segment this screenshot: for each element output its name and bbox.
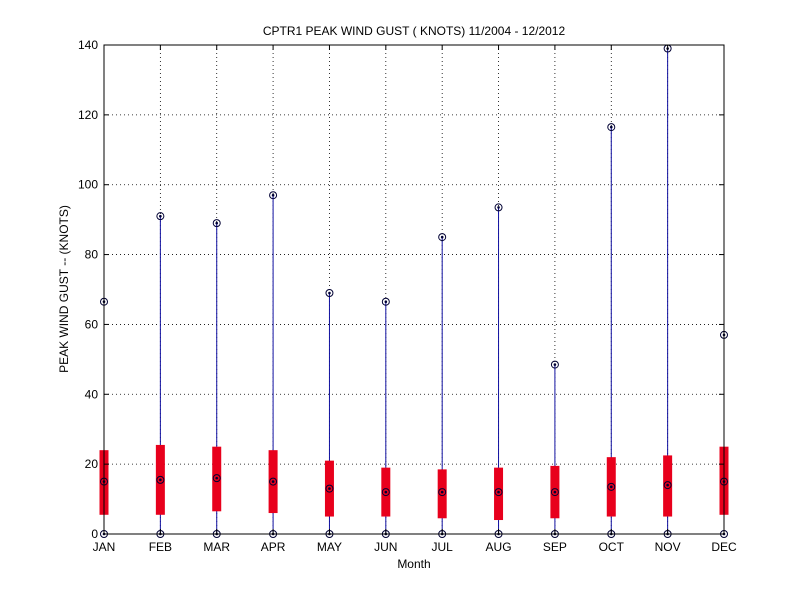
max-marker-dot <box>497 206 500 209</box>
max-marker <box>381 297 390 306</box>
x-tick-label: JUL <box>432 540 454 554</box>
y-tick-label: 80 <box>85 248 99 262</box>
box-may <box>324 288 334 538</box>
median-marker <box>494 488 503 497</box>
max-marker-dot <box>271 193 275 197</box>
x-tick-label: OCT <box>599 540 625 554</box>
chart-title: CPTR1 PEAK WIND GUST ( KNOTS) 11/2004 - … <box>263 24 566 38</box>
max-marker <box>550 360 559 369</box>
median-marker-dot <box>497 490 500 494</box>
max-marker <box>438 233 447 242</box>
x-tick-label: NOV <box>655 540 681 554</box>
max-marker <box>156 212 165 221</box>
x-tick-label: SEP <box>543 540 567 554</box>
median-marker-dot <box>666 483 669 487</box>
box-nov <box>663 44 673 538</box>
y-tick-label: 60 <box>85 317 99 331</box>
median-marker <box>269 477 278 486</box>
x-tick-label: FEB <box>149 540 172 554</box>
median-marker-dot <box>271 480 275 483</box>
box <box>437 469 447 519</box>
box-jun <box>381 297 391 538</box>
max-marker-dot <box>553 363 557 366</box>
max-marker-dot <box>440 235 444 239</box>
median-marker <box>381 488 390 497</box>
box-jul <box>437 233 447 538</box>
median-marker <box>156 475 165 484</box>
y-tick-label: 120 <box>78 108 98 122</box>
median-marker-dot <box>384 490 388 494</box>
y-axis-label: PEAK WIND GUST -- (KNOTS) <box>57 205 71 373</box>
median-marker <box>438 488 447 497</box>
max-marker <box>325 288 334 297</box>
x-tick-label: AUG <box>486 540 512 554</box>
y-tick-label: 100 <box>78 178 98 192</box>
median-marker-dot <box>215 476 219 480</box>
x-tick-label: JUN <box>374 540 397 554</box>
box-apr <box>268 191 278 538</box>
y-tick-label: 40 <box>85 387 99 401</box>
median-marker-dot <box>440 490 444 494</box>
x-axis-label: Month <box>397 557 430 571</box>
max-marker-dot <box>159 214 162 218</box>
max-marker <box>212 219 221 228</box>
x-axis: JAN FEB MAR APR MAY JUN JUL AUG SEP OCT NOV DEC <box>93 45 737 554</box>
box-aug <box>494 203 504 538</box>
median-marker <box>550 488 559 497</box>
max-marker-dot <box>384 300 388 304</box>
x-tick-label: DEC <box>711 540 737 554</box>
median-marker-dot <box>553 490 557 494</box>
median-marker-dot <box>609 485 613 489</box>
plot-area <box>99 44 729 538</box>
median-marker-dot <box>328 487 331 490</box>
y-tick-label: 140 <box>78 38 98 52</box>
median-marker-dot <box>159 478 162 482</box>
max-marker-dot <box>609 125 613 129</box>
y-tick-label: 0 <box>91 527 98 541</box>
max-marker <box>269 191 278 200</box>
median-marker <box>325 484 334 493</box>
median-marker <box>663 481 672 490</box>
y-tick-label: 20 <box>85 457 99 471</box>
box-sep <box>550 360 560 538</box>
median-marker <box>607 482 616 491</box>
median-marker <box>212 474 221 483</box>
max-marker <box>607 123 616 132</box>
grid-lines <box>104 45 724 534</box>
box <box>494 467 504 521</box>
x-tick-label: APR <box>261 540 286 554</box>
box-oct <box>606 123 616 538</box>
axes-frame <box>103 44 725 535</box>
x-tick-label: MAY <box>317 540 342 554</box>
box-mar <box>212 219 222 538</box>
box-feb <box>155 212 165 538</box>
x-tick-label: MAR <box>203 540 230 554</box>
max-marker-dot <box>328 291 331 295</box>
max-marker-dot <box>215 221 219 225</box>
max-marker <box>494 203 503 212</box>
y-axis: 0 20 40 60 80 100 120 140 <box>78 38 724 541</box>
x-tick-label: JAN <box>93 540 116 554</box>
